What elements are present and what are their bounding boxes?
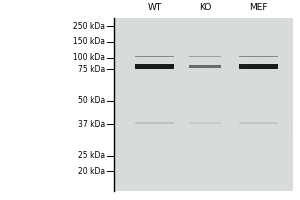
Bar: [114, 18, 293, 191]
Bar: [135, 56, 174, 57]
Bar: [239, 122, 278, 124]
Text: 75 kDa: 75 kDa: [78, 65, 105, 74]
Text: MEF: MEF: [249, 3, 268, 12]
Bar: [189, 122, 221, 124]
Text: WT: WT: [147, 3, 162, 12]
Bar: [239, 64, 278, 69]
Bar: [239, 56, 278, 57]
Bar: [189, 65, 221, 68]
Bar: [135, 122, 174, 124]
Text: 250 kDa: 250 kDa: [74, 22, 105, 31]
Text: 150 kDa: 150 kDa: [74, 37, 105, 46]
Text: 50 kDa: 50 kDa: [78, 96, 105, 105]
Text: KO: KO: [199, 3, 211, 12]
Text: 20 kDa: 20 kDa: [78, 167, 105, 176]
Bar: [135, 64, 174, 69]
Text: 25 kDa: 25 kDa: [78, 151, 105, 160]
Bar: [189, 56, 221, 57]
Text: 37 kDa: 37 kDa: [78, 120, 105, 129]
Text: 100 kDa: 100 kDa: [74, 53, 105, 62]
